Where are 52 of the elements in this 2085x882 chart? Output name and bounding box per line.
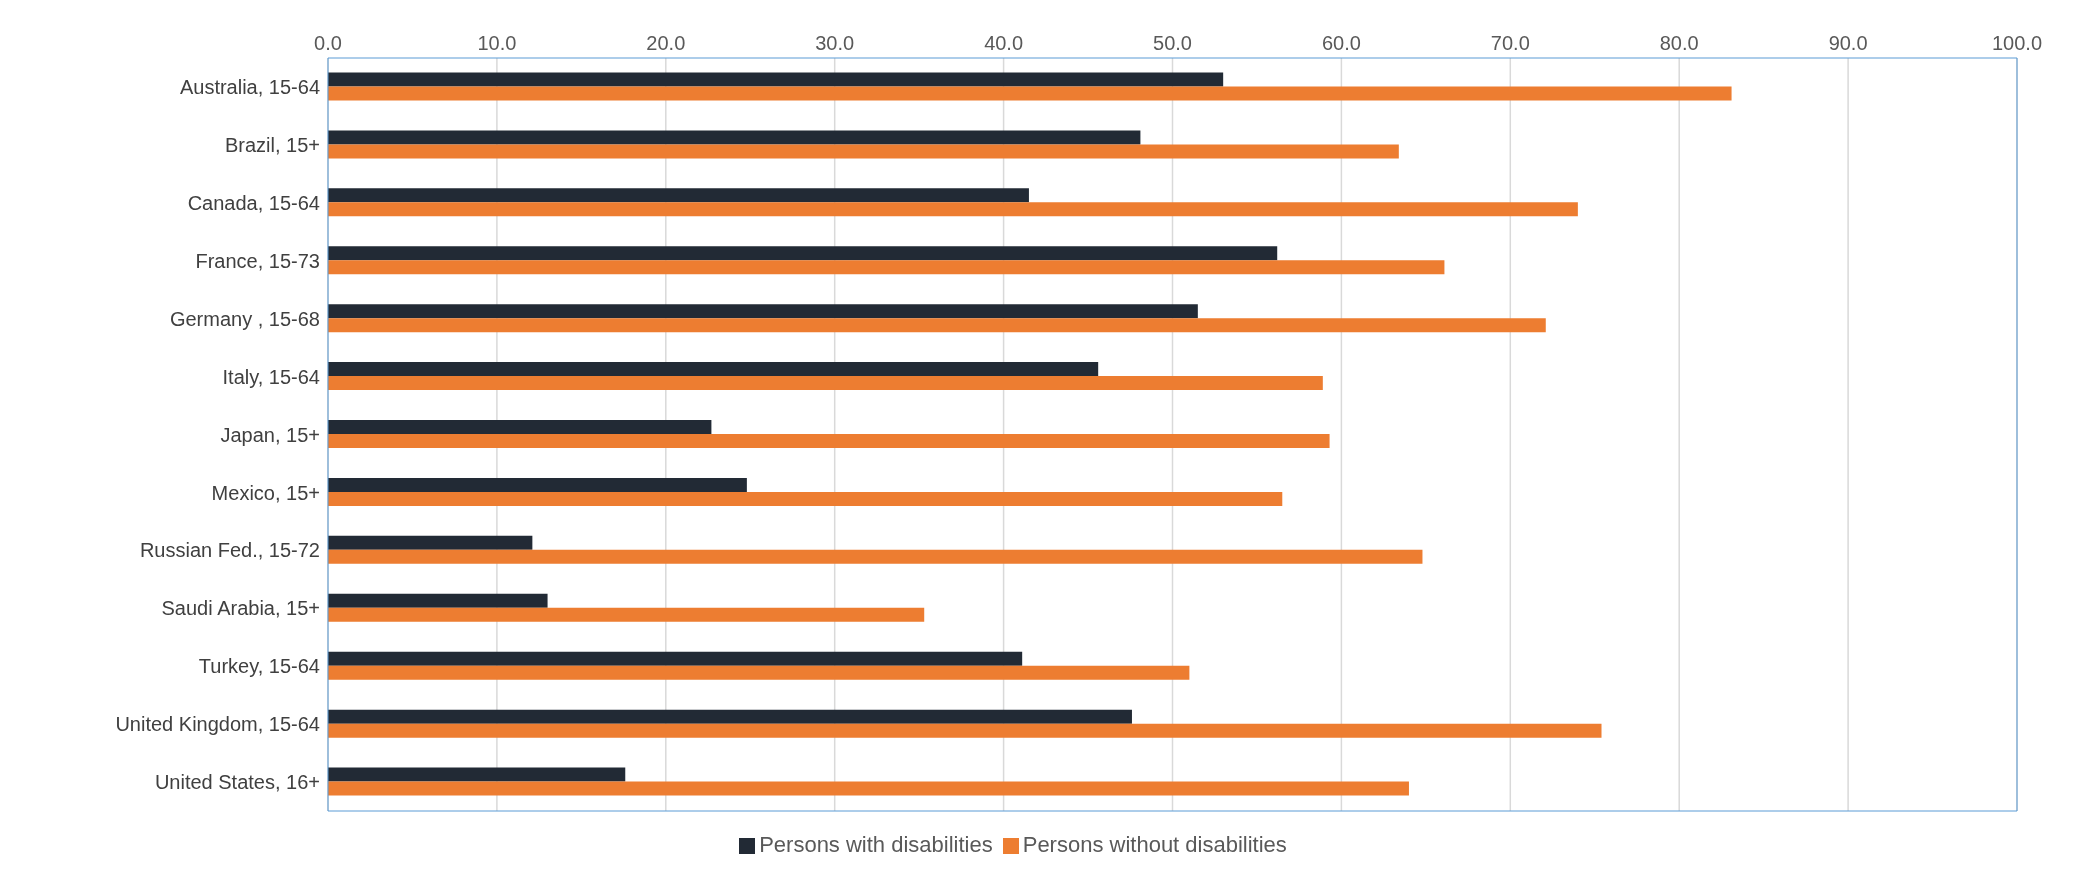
y-tick-label: Saudi Arabia, 15+	[161, 597, 320, 620]
bar	[328, 709, 1132, 724]
x-tick-label: 40.0	[984, 32, 1024, 54]
bar	[328, 130, 1141, 145]
y-tick-label: Italy, 15-64	[222, 365, 320, 388]
y-tick-label: Australia, 15-64	[179, 76, 320, 99]
bar	[328, 651, 1023, 666]
bar	[328, 434, 1330, 449]
x-tick-label: 60.0	[1321, 32, 1361, 54]
bar	[328, 376, 1323, 391]
bar	[328, 723, 1602, 738]
bar	[328, 188, 1029, 203]
legend-label: Persons with disabilities	[759, 832, 993, 857]
y-tick-label: France, 15-73	[195, 249, 320, 272]
x-tick-label: 20.0	[646, 32, 686, 54]
x-tick-label: 80.0	[1659, 32, 1699, 54]
y-tick-label: Russian Fed., 15-72	[139, 539, 320, 562]
x-tick-label: 70.0	[1490, 32, 1530, 54]
bar	[328, 477, 747, 492]
bar	[328, 72, 1224, 87]
bar	[328, 781, 1409, 796]
bar	[328, 593, 548, 608]
x-tick-label: 10.0	[477, 32, 517, 54]
y-tick-label: Canada, 15-64	[187, 191, 320, 214]
x-tick-label: 100.0	[1991, 32, 2043, 54]
bar	[328, 491, 1283, 506]
bar	[328, 260, 1445, 275]
bar	[328, 202, 1578, 217]
bar	[328, 362, 1099, 377]
bar	[328, 767, 626, 782]
y-tick-label: Germany , 15-68	[169, 307, 320, 330]
bar	[328, 86, 1732, 101]
bar	[328, 549, 1423, 564]
x-tick-label: 90.0	[1828, 32, 1868, 54]
y-tick-label: Brazil, 15+	[224, 133, 320, 156]
bar	[328, 246, 1278, 261]
bar	[328, 665, 1190, 680]
y-tick-label: Turkey, 15-64	[198, 655, 320, 678]
x-tick-label: 50.0	[1153, 32, 1192, 54]
x-tick-label: 0.0	[314, 32, 342, 54]
y-tick-label: Japan, 15+	[220, 423, 320, 446]
y-tick-label: United States, 16+	[154, 771, 320, 794]
legend-label: Persons without disabilities	[1022, 832, 1287, 857]
bar	[328, 535, 533, 550]
x-tick-label: 30.0	[815, 32, 855, 54]
bar	[328, 304, 1198, 319]
y-tick-label: Mexico, 15+	[211, 481, 320, 504]
bar	[328, 318, 1546, 333]
bar	[328, 144, 1399, 159]
bar	[328, 607, 925, 622]
bar	[328, 420, 712, 435]
y-tick-label: United Kingdom, 15-64	[115, 713, 320, 736]
